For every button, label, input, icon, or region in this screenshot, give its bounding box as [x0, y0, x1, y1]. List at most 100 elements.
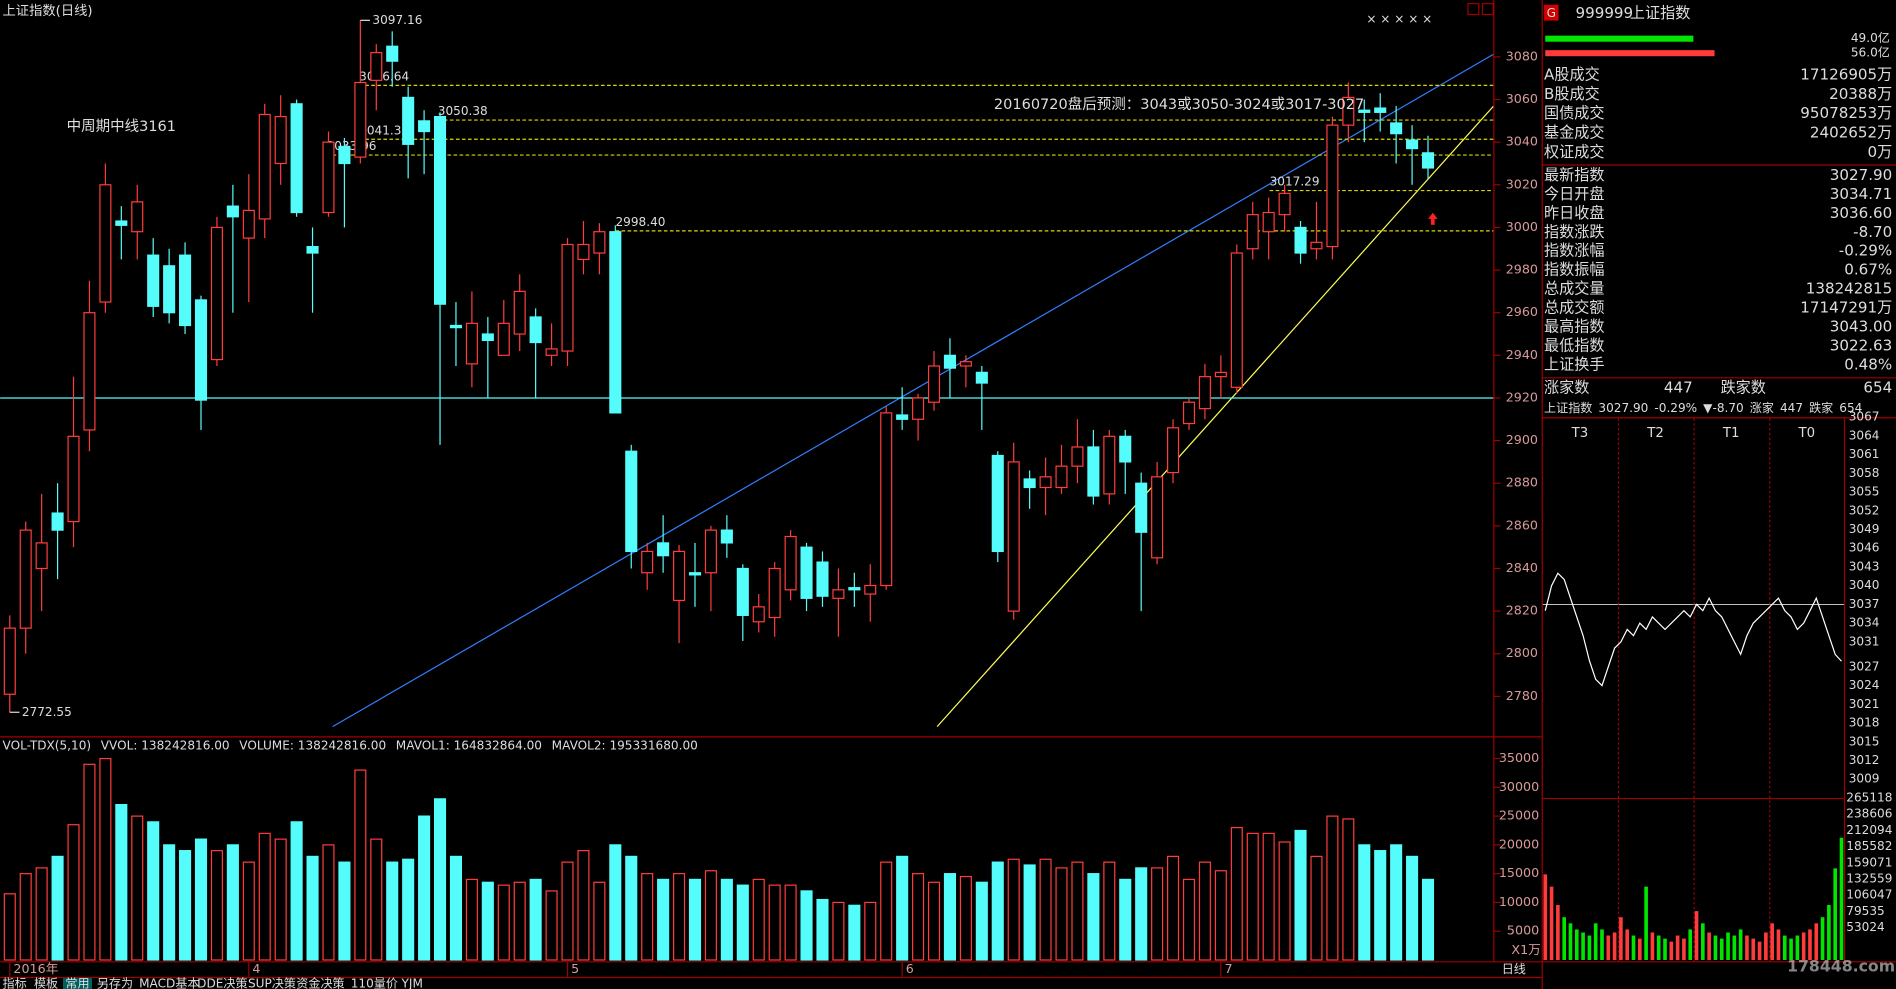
tab[interactable]: YJM — [401, 977, 423, 989]
candle-body — [1039, 476, 1052, 489]
chart-title: 上证指数(日线) — [3, 3, 93, 19]
candle-body — [959, 361, 972, 367]
candle-body — [1119, 435, 1132, 463]
y-tick-label: 3000 — [1506, 219, 1538, 234]
volume-bar — [1358, 844, 1371, 961]
breadth: 654 — [1863, 379, 1892, 397]
window-icon[interactable] — [1467, 3, 1480, 16]
tab[interactable]: 指标 — [3, 976, 27, 989]
stat-value: 3022.63 — [1830, 337, 1892, 355]
watermark: 178448.com — [1787, 957, 1895, 976]
intraday-y-label: 3049 — [1849, 522, 1880, 536]
volume-bar — [402, 858, 415, 961]
candle-body — [1151, 476, 1164, 559]
extreme-label: 2772.55 — [22, 705, 72, 719]
intraday-y-label: 3058 — [1849, 466, 1880, 480]
stat-label: 最新指数 — [1544, 166, 1604, 184]
stat-value: 3027.90 — [1830, 166, 1892, 184]
y-tick-label: 10000 — [1499, 894, 1539, 909]
candle-body — [991, 454, 1004, 553]
x-tick-label: 4 — [252, 961, 260, 976]
volume-bar — [1135, 867, 1148, 961]
candle-body — [51, 512, 64, 531]
candle-body — [609, 231, 622, 414]
volume-bar — [163, 844, 176, 961]
volume-bar — [688, 878, 702, 961]
tab[interactable]: DDE决策 — [197, 977, 247, 989]
tab[interactable]: SUP决策 — [248, 977, 296, 989]
volume-bar — [3, 893, 16, 961]
volume-bar — [768, 884, 781, 961]
volume-bar — [258, 832, 271, 961]
intraday-header: 上证指数 — [1544, 400, 1592, 415]
tab[interactable]: 另存为 — [97, 977, 133, 989]
y-tick-label: 2900 — [1506, 432, 1538, 447]
volume-bar — [322, 844, 335, 961]
candle-body — [816, 561, 829, 597]
candle-body — [912, 397, 925, 420]
volume-bar — [1182, 878, 1196, 961]
volume-bar — [752, 878, 765, 961]
volume-bar — [67, 824, 80, 961]
volume-bar — [1294, 829, 1307, 961]
stat-label: 总成交额 — [1544, 299, 1604, 317]
stat-label: B股成交 — [1544, 85, 1600, 103]
tab[interactable]: 110量价 — [351, 977, 398, 989]
candle-body — [242, 209, 255, 239]
intraday-vol-label: 238606 — [1846, 807, 1892, 821]
tab[interactable]: 模板 — [34, 977, 58, 989]
volume-bar — [1071, 861, 1084, 961]
candle-body — [880, 412, 893, 587]
volume-bar — [370, 838, 383, 961]
y-tick-label: 3040 — [1506, 134, 1538, 149]
candle-body — [1326, 124, 1339, 248]
volume-bar — [1342, 818, 1355, 961]
marker-text: × × × × × — [1366, 12, 1432, 26]
tab[interactable]: 资金决策 — [296, 976, 344, 989]
trend-line-upper — [332, 53, 1494, 728]
volume-bar — [864, 901, 877, 961]
volume-bar — [593, 881, 606, 961]
candle-body — [848, 587, 861, 591]
intraday-y-label: 3034 — [1849, 616, 1880, 630]
candle-body — [1167, 427, 1180, 474]
volume-bar — [816, 898, 829, 961]
candle-body — [1007, 461, 1020, 612]
intraday-y-label: 3012 — [1849, 753, 1880, 767]
stock-code: 999999 — [1575, 4, 1633, 22]
volume-bar — [912, 873, 925, 961]
tab[interactable]: MACD基本 — [139, 977, 199, 989]
candle-body — [481, 333, 494, 342]
window-icon[interactable] — [1481, 3, 1494, 16]
candle-body — [226, 205, 239, 218]
volume-bar — [115, 803, 128, 961]
flow-label: 56.0亿 — [1851, 45, 1890, 60]
volume-bar — [1262, 832, 1275, 961]
candle-body — [131, 201, 144, 233]
tab[interactable]: 常用 — [65, 977, 89, 989]
candle-body — [418, 120, 431, 133]
candle-body — [657, 542, 670, 557]
y-tick-label: 2960 — [1506, 304, 1538, 319]
breadth: 447 — [1664, 379, 1693, 397]
candle-body — [354, 81, 367, 158]
volume-bar — [306, 855, 319, 961]
day-label: T2 — [1646, 426, 1664, 441]
extreme-label: 3097.16 — [372, 13, 422, 27]
candle-body — [258, 113, 271, 220]
level-label: 3017.29 — [1270, 175, 1320, 189]
period[interactable]: 日线 — [1502, 962, 1526, 976]
candle-body — [83, 312, 96, 431]
intraday-y-label: 3067 — [1849, 410, 1880, 424]
candle-body — [1358, 109, 1371, 113]
volume-bar — [800, 890, 813, 961]
candle-body — [386, 45, 399, 62]
annotation: 20160720盘后预测：3043或3050-3024或3017-3027 — [994, 95, 1364, 113]
candle-body — [1310, 241, 1323, 250]
intraday-header: 3027.90 — [1598, 401, 1648, 415]
badge: G — [1547, 6, 1556, 20]
candle-body — [927, 365, 941, 403]
intraday-header: 654 — [1839, 401, 1862, 415]
